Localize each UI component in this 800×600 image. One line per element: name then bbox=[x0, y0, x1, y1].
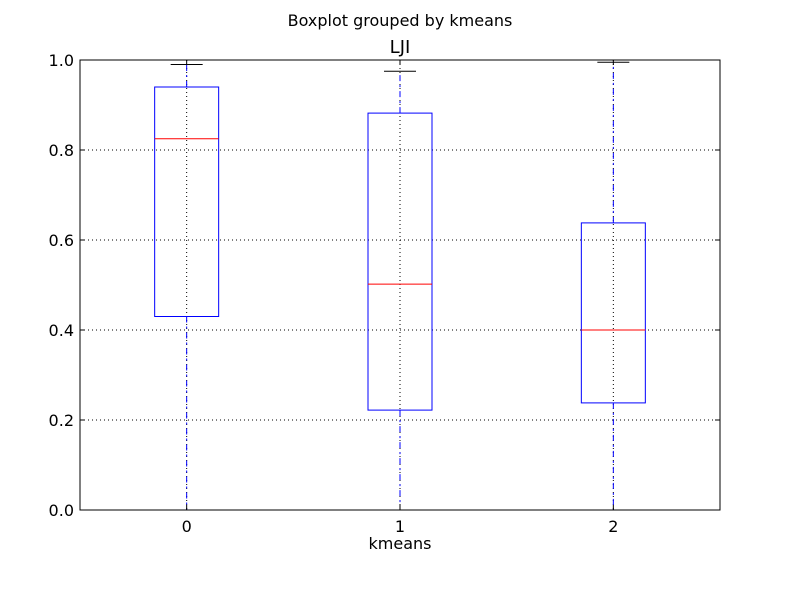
x-tick-label: 1 bbox=[395, 517, 405, 536]
y-tick-label: 0.6 bbox=[49, 231, 74, 250]
y-tick-label: 0.2 bbox=[49, 411, 74, 430]
boxes-layer bbox=[154, 61, 646, 511]
y-tick-label: 1.0 bbox=[49, 51, 74, 70]
axis-ticks: 0.0 0.2 0.4 0.6 0.8 1.0 0 1 2 bbox=[49, 51, 720, 536]
x-tick-label: 2 bbox=[608, 517, 618, 536]
x-tick-label: 0 bbox=[182, 517, 192, 536]
y-tick-label: 0.4 bbox=[49, 321, 74, 340]
box-iqr bbox=[367, 112, 433, 411]
y-tick-label: 0.0 bbox=[49, 501, 74, 520]
grid-lines bbox=[80, 60, 720, 510]
chart-title: LJI bbox=[390, 37, 411, 58]
chart-suptitle: Boxplot grouped by kmeans bbox=[288, 11, 513, 30]
box-iqr bbox=[580, 222, 646, 404]
box-iqr bbox=[154, 86, 220, 317]
x-axis-label: kmeans bbox=[369, 534, 432, 553]
y-tick-label: 0.8 bbox=[49, 141, 74, 160]
